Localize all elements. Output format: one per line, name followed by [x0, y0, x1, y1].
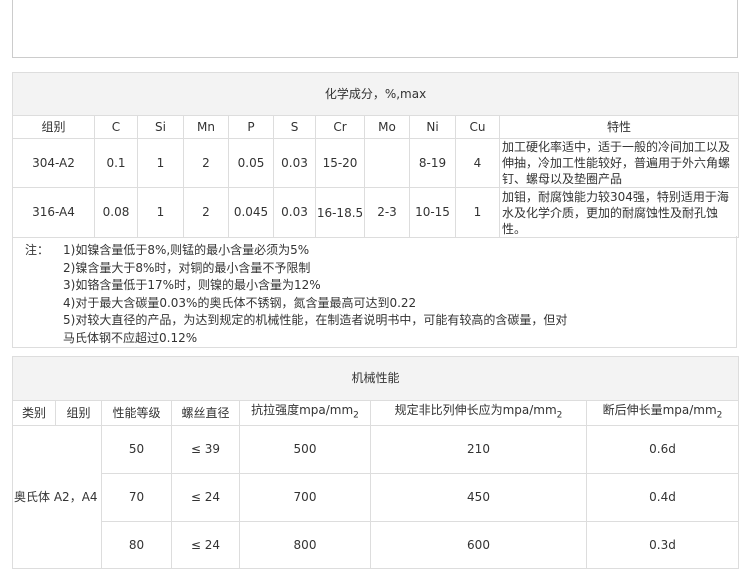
col-header: 抗拉强度mpa/mm2	[239, 400, 371, 426]
category-cell: 奥氏体 A2，A4	[12, 425, 102, 569]
chemical-composition-table: 化学成分，%,max 组别 C Si Mn P S Cr Mo Ni Cu 特性 304-A2 0.1…	[12, 72, 739, 238]
col-header: Mn	[183, 115, 229, 139]
cell: 1	[455, 187, 500, 238]
note-line: 马氏体钢不应超过0.12%	[63, 330, 198, 345]
cell: 2-3	[364, 187, 410, 238]
col-header: Si	[137, 115, 184, 139]
note-line: 1)如镍含量低于8%,则锰的最小含量必须为5%	[63, 243, 310, 257]
cell: 800	[239, 521, 371, 569]
subscript: 2	[353, 410, 359, 421]
col-header: Cr	[315, 115, 365, 139]
col-header: 性能等级	[101, 400, 172, 426]
cell: 15-20	[315, 138, 365, 188]
subscript: 2	[556, 410, 563, 421]
col-header: 规定非比列伸长应为mpa/mm2	[370, 400, 587, 426]
cell	[364, 138, 410, 188]
category: 奥氏体	[14, 489, 51, 504]
cell: 0.6d	[586, 425, 739, 474]
cell: 210	[370, 425, 587, 474]
cell: 0.05	[228, 138, 274, 188]
cell: 1	[137, 138, 184, 188]
cell: 0.03	[273, 138, 316, 188]
notes-box: 注： 1)如镍含量低于8%,则锰的最小含量必须为5% 2)镍含量大于8%时，对铜…	[12, 236, 737, 348]
cell: 10-15	[409, 187, 456, 238]
table-row: 奥氏体 A2，A4 50 ≤ 39 500 210 0.6d	[12, 425, 739, 569]
cell: 1	[137, 187, 184, 238]
col-header: 断后伸长量mpa/mm2	[586, 400, 739, 426]
cell: 0.045	[228, 187, 274, 238]
col-header: 螺丝直径	[171, 400, 240, 426]
col-header: S	[273, 115, 316, 139]
cell: 80	[101, 521, 172, 569]
top-panel	[12, 0, 738, 58]
cell: ≤ 24	[171, 473, 240, 522]
table-title: 化学成分，%,max	[12, 72, 739, 116]
col-header: 类别	[12, 400, 56, 426]
cell: 450	[370, 473, 587, 522]
col-header: P	[228, 115, 274, 139]
note-line: 2)镍含量大于8%时，对铜的最小含量不予限制	[63, 260, 311, 275]
table-row: 304-A2 0.1 1 2 0.05 0.03 15-20 8-19 4 加工硬化率适中，适于一…	[12, 138, 739, 188]
table-title: 机械性能	[12, 356, 739, 401]
table-row: 80 ≤ 24 800 600 0.3d	[13, 521, 739, 569]
cell: ≤ 24	[171, 521, 240, 569]
cell: ≤ 39	[171, 425, 240, 474]
table-row: 316-A4 0.08 1 2 0.045 0.03 16-18.5 2-3 10-15 1 加钼，…	[12, 187, 739, 238]
col-header: 特性	[499, 115, 739, 139]
cell: 700	[239, 473, 371, 522]
col-header: Cu	[455, 115, 500, 139]
col-header: Mo	[364, 115, 410, 139]
cell: 2	[183, 187, 229, 238]
mechanical-properties-table: 机械性能 类别 组别 性能等级 螺丝直径 抗拉强度mpa/mm2 规定非比列伸长…	[12, 356, 739, 569]
note-line: 3)如铬含量低于17%时，则镍的最小含量为12%	[63, 278, 321, 292]
cell: 70	[101, 473, 172, 522]
table-row: 70 ≤ 24 700 450 0.4d	[13, 473, 739, 522]
col-header: Ni	[409, 115, 456, 139]
cell: 304-A2	[12, 138, 95, 188]
cell: 500	[239, 425, 371, 474]
cell: 316-A4	[12, 187, 95, 238]
header-row: 类别 组别 性能等级 螺丝直径 抗拉强度mpa/mm2 规定非比列伸长应为mpa…	[12, 400, 739, 426]
cell: 0.4d	[586, 473, 739, 522]
cell: 2	[183, 138, 229, 188]
group: A2，A4	[53, 489, 98, 504]
property-cell: 加钼，耐腐蚀能力较304强，特别适用于海水及化学介质，更加的耐腐蚀性及耐孔蚀性。	[499, 187, 739, 238]
subscript: 2	[716, 410, 723, 421]
note-line: 4)对于最大含碳量0.03%的奥氏体不锈钢，氮含量最高可达到0.22	[63, 295, 417, 310]
header-text: 规定非比列伸长应为mpa/mm	[394, 402, 557, 417]
col-header: C	[94, 115, 138, 139]
col-header: 组别	[12, 115, 95, 139]
cell: 4	[455, 138, 500, 188]
cell: 50	[101, 425, 172, 474]
note-line: 5)对较大直径的产品，为达到规定的机械性能，在制造者说明书中，可能有较高的含碳量…	[63, 313, 568, 327]
cell: 0.1	[94, 138, 138, 188]
header-text: 断后伸长量mpa/mm	[602, 402, 717, 417]
header-text: 抗拉强度mpa/mm	[251, 402, 354, 417]
notes-label: 注：	[25, 243, 50, 257]
property-cell: 加工硬化率适中，适于一般的冷间加工以及伸抽，冷加工性能较好，普遍用于外六角螺钉、…	[499, 138, 739, 188]
cell: 8-19	[409, 138, 456, 188]
col-header: 组别	[55, 400, 102, 426]
header-row: 组别 C Si Mn P S Cr Mo Ni Cu 特性	[12, 115, 739, 139]
cell: 16-18.5	[315, 187, 365, 238]
cell: 0.3d	[586, 521, 739, 569]
cell: 0.03	[273, 187, 316, 238]
cell: 600	[370, 521, 587, 569]
cell: 0.08	[94, 187, 138, 238]
